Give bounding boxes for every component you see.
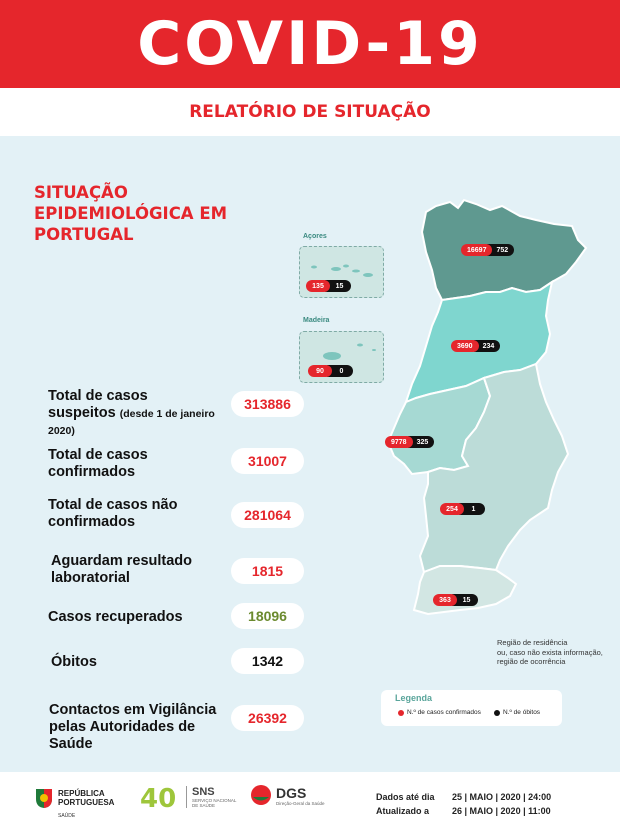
- centro-confirmed: 3690: [451, 340, 479, 352]
- legend-confirmed: N.º de casos confirmados: [398, 709, 481, 716]
- alentejo-deaths: 1: [459, 503, 485, 515]
- acores-deaths: 15: [325, 280, 351, 292]
- acores-badge: 135 15: [306, 280, 351, 292]
- section-title-line: SITUAÇÃO: [34, 183, 128, 202]
- stat-line: pelas Autoridades de: [49, 719, 196, 735]
- stat-recovered-label: Casos recuperados: [48, 609, 183, 626]
- stat-deaths-value: 1342: [231, 648, 304, 674]
- shield-logo-icon: [36, 789, 52, 808]
- madeira-badge: 90 0: [308, 365, 353, 377]
- sns-text: SNS: [192, 786, 215, 798]
- region-centro-badge: 3690 234: [451, 340, 501, 352]
- stat-deaths-label: Óbitos: [51, 654, 97, 671]
- stat-contacts-label: Contactos em Vigilância pelas Autoridade…: [49, 702, 216, 753]
- stat-line: Aguardam resultado: [51, 553, 192, 569]
- norte-deaths: 752: [487, 244, 515, 256]
- stat-note: (desde 1 de janeiro: [119, 408, 215, 420]
- sns-sub: SERVIÇO NACIONAL DE SAÚDE: [192, 798, 237, 808]
- report-subtitle: RELATÓRIO DE SITUAÇÃO: [189, 102, 431, 122]
- legend: Legenda N.º de casos confirmados N.º de …: [381, 690, 562, 726]
- stat-line: Total de casos não: [48, 497, 178, 513]
- stat-confirmed-value: 31007: [231, 448, 304, 474]
- dgs-text: DGS: [276, 784, 307, 801]
- acores-box: 135 15: [299, 246, 384, 298]
- red-dot-icon: [398, 709, 404, 716]
- madeira-islands-graphic: [323, 343, 376, 360]
- stat-suspected-value: 313886: [231, 391, 304, 417]
- legend-deaths-label: N.º de óbitos: [503, 709, 541, 716]
- map-note-line: região de ocorrência: [497, 657, 566, 666]
- acores-confirmed: 135: [306, 280, 330, 292]
- update-label: Atualizado a: [376, 806, 430, 816]
- madeira-confirmed: 90: [308, 365, 332, 377]
- section-title: SITUAÇÃO EPIDEMIOLÓGICA EM PORTUGAL: [34, 182, 264, 245]
- data-value: 25 | MAIO | 2020 | 24:00: [452, 792, 552, 802]
- stat-line: Saúde: [49, 736, 93, 752]
- algarve-confirmed: 363: [433, 594, 457, 606]
- republica-logo: REPÚBLICA PORTUGUESA: [34, 787, 114, 809]
- logo-text: PORTUGUESA: [58, 798, 115, 807]
- sns40-logo: 40: [140, 784, 177, 814]
- update-value: 26 | MAIO | 2020 | 11:00: [452, 806, 551, 816]
- lvt-deaths: 325: [407, 436, 435, 448]
- stat-note: 2020): [48, 425, 75, 437]
- stat-pending-value: 1815: [231, 558, 304, 584]
- title-banner: COVID-19: [0, 0, 620, 88]
- black-dot-icon: [494, 709, 500, 716]
- section-title-line: EPIDEMIOLÓGICA EM: [34, 204, 228, 223]
- stat-line: Total de casos: [48, 388, 148, 404]
- madeira-deaths: 0: [327, 365, 353, 377]
- legend-deaths: N.º de óbitos: [494, 709, 540, 716]
- stat-notconfirmed-label: Total de casos não confirmados: [48, 497, 177, 531]
- region-norte-badge: 16697 752: [461, 244, 515, 256]
- stat-confirmed-label: Total de casos confirmados: [48, 447, 148, 481]
- map-note: Região de residência ou, caso não exista…: [497, 638, 603, 667]
- stat-line: Óbitos: [51, 654, 97, 670]
- region-algarve-badge: 363 15: [433, 594, 478, 606]
- sns-logo: SNS SERVIÇO NACIONAL DE SAÚDE: [186, 786, 237, 808]
- stat-pending-label: Aguardam resultado laboratorial: [51, 553, 192, 587]
- region-alentejo-badge: 254 1: [440, 503, 485, 515]
- stat-line: suspeitos: [48, 405, 116, 421]
- page-title: COVID-19: [137, 9, 483, 79]
- stat-recovered-value: 18096: [231, 603, 304, 629]
- alentejo-confirmed: 254: [440, 503, 464, 515]
- report-dates: Dados até dia 25 | MAIO | 2020 | 24:00 At…: [376, 790, 551, 818]
- stat-notconfirmed-value: 281064: [231, 502, 304, 528]
- norte-confirmed: 16697: [461, 244, 493, 256]
- region-algarve: [412, 565, 518, 616]
- centro-deaths: 234: [473, 340, 501, 352]
- stat-line: Total de casos: [48, 447, 148, 463]
- region-lvt-badge: 9778 325: [385, 436, 435, 448]
- data-label: Dados até dia: [376, 792, 435, 802]
- map-note-line: Região de residência: [497, 638, 568, 647]
- logo-text: REPÚBLICA: [58, 789, 105, 798]
- logo-sub: SAÚDE: [58, 813, 76, 819]
- stat-line: confirmados: [48, 514, 136, 530]
- stat-line: Casos recuperados: [48, 609, 183, 625]
- lvt-confirmed: 9778: [385, 436, 413, 448]
- acores-label: Açores: [303, 233, 327, 240]
- stat-line: laboratorial: [51, 570, 130, 586]
- dgs-logo-icon: [251, 785, 271, 805]
- dgs-sub: Direção-Geral da Saúde: [276, 800, 325, 806]
- madeira-label: Madeira: [303, 317, 330, 324]
- dgs-logo: DGS Direção-Geral da Saúde: [250, 784, 325, 806]
- section-title-line: PORTUGAL: [34, 225, 134, 244]
- madeira-box: 90 0: [299, 331, 384, 383]
- stat-contacts-value: 26392: [231, 705, 304, 731]
- footer: REPÚBLICA PORTUGUESA SAÚDE 40 SNS SERVIÇ…: [0, 772, 620, 821]
- stat-line: confirmados: [48, 464, 136, 480]
- map-note-line: ou, caso não exista informação,: [497, 647, 603, 657]
- stat-line: Contactos em Vigilância: [49, 702, 217, 718]
- algarve-deaths: 15: [452, 594, 478, 606]
- legend-confirmed-label: N.º de casos confirmados: [407, 709, 481, 716]
- acores-islands-graphic: [311, 264, 373, 277]
- legend-title: Legenda: [395, 693, 433, 703]
- stat-suspected-label: Total de casos suspeitos (desde 1 de jan…: [48, 388, 238, 440]
